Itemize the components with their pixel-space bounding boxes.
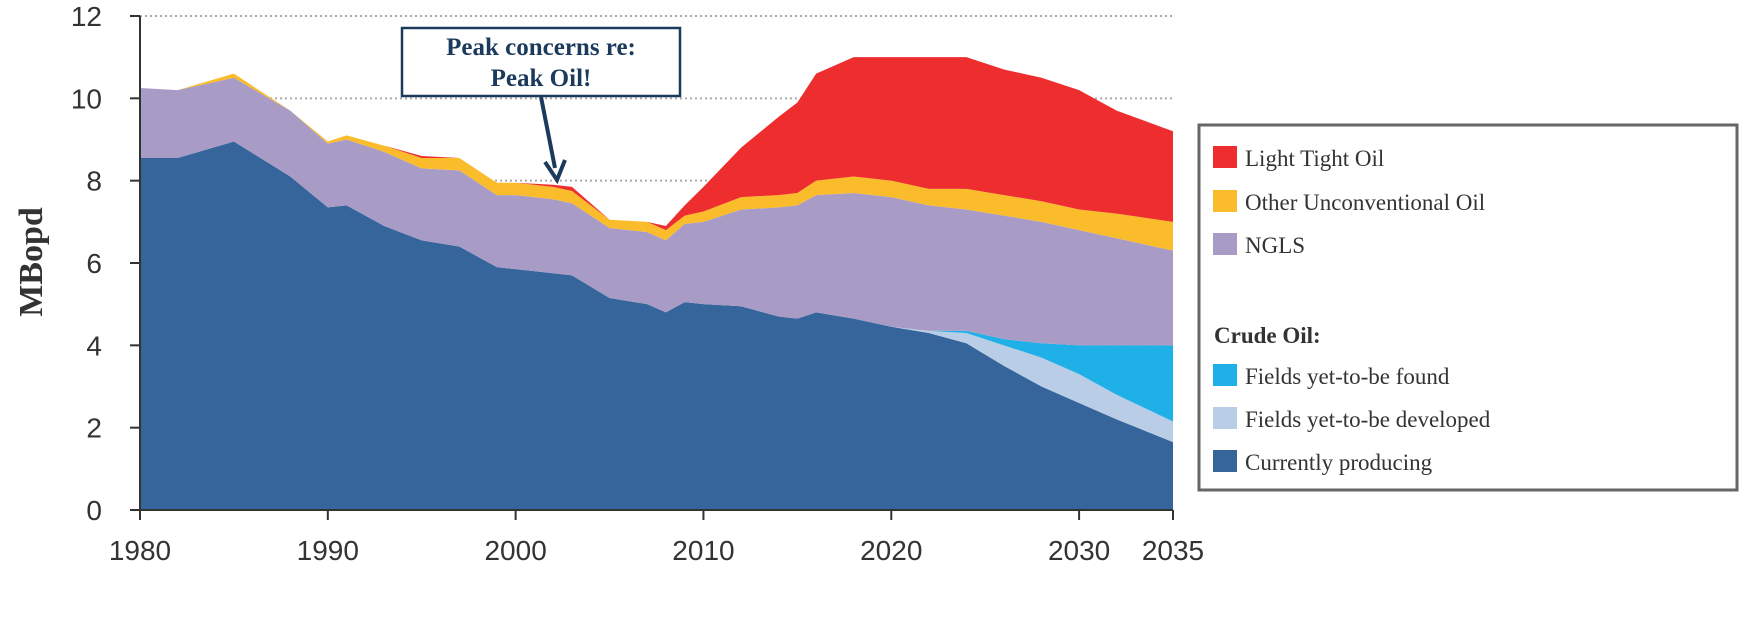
annotation-box bbox=[400, 26, 682, 98]
x-tick-label: 1980 bbox=[109, 535, 171, 566]
y-tick-label: 10 bbox=[71, 83, 102, 114]
legend-swatch bbox=[1213, 364, 1237, 386]
annotation-line: Peak Oil! bbox=[491, 65, 592, 92]
legend-label: Fields yet-to-be found bbox=[1245, 364, 1450, 389]
legend-label: Other Unconventional Oil bbox=[1245, 190, 1485, 215]
x-tick-label: 2000 bbox=[484, 535, 546, 566]
y-tick-label: 12 bbox=[71, 1, 102, 32]
y-tick-label: 2 bbox=[86, 413, 102, 444]
x-tick-label: 2010 bbox=[672, 535, 734, 566]
area bbox=[140, 141, 1173, 510]
legend-swatch bbox=[1213, 450, 1237, 472]
annotation-arrow bbox=[539, 96, 557, 169]
annotation-line: Peak concerns re: bbox=[446, 34, 636, 61]
y-tick-label: 4 bbox=[86, 330, 102, 361]
legend-box bbox=[1197, 123, 1739, 492]
legend-swatch bbox=[1213, 407, 1237, 429]
legend-label: Fields yet-to-be developed bbox=[1245, 407, 1491, 432]
x-tick-label: 2020 bbox=[860, 535, 922, 566]
y-tick-label: 6 bbox=[86, 248, 102, 279]
legend-label: NGLS bbox=[1245, 233, 1305, 258]
x-tick-label: 2035 bbox=[1142, 535, 1204, 566]
y-tick-label: 8 bbox=[86, 166, 102, 197]
y-tick-label: 0 bbox=[86, 495, 102, 526]
area bbox=[140, 77, 1173, 346]
legend-swatch bbox=[1213, 233, 1237, 255]
legend-label: Light Tight Oil bbox=[1245, 146, 1384, 171]
legend-heading: Crude Oil: bbox=[1214, 323, 1321, 348]
legend-swatch bbox=[1213, 190, 1237, 212]
legend-swatch bbox=[1213, 146, 1237, 168]
legend-label: Currently producing bbox=[1245, 450, 1433, 475]
x-tick-label: 2030 bbox=[1048, 535, 1110, 566]
annotation-arrowhead bbox=[543, 159, 567, 185]
y-axis-label: MBopd bbox=[13, 207, 50, 317]
area bbox=[140, 57, 1173, 231]
x-tick-label: 1990 bbox=[297, 535, 359, 566]
